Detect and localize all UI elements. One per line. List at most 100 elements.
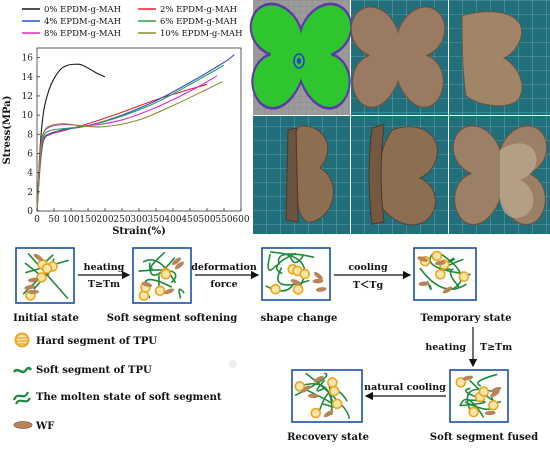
arrow-natural-cooling-label: natural cooling	[364, 382, 446, 393]
soft-segment-chain	[148, 256, 176, 276]
x-tick-label: 250	[113, 215, 130, 225]
wf-particle	[323, 410, 334, 418]
key-hard-label: Hard segment of TPU	[36, 336, 157, 347]
soft-segment-chain	[459, 399, 486, 407]
key-hard-segment: Hard segment of TPU	[14, 332, 157, 348]
legend-label-2: 4% EPDM-g-MAH	[44, 17, 121, 27]
stray-dot	[229, 360, 237, 368]
butterfly-photo-folded	[449, 0, 550, 115]
butterfly-photo-recovered	[449, 116, 550, 234]
wf-particle	[434, 260, 446, 266]
photo-panels	[249, 0, 550, 234]
wf-particle	[307, 393, 319, 399]
chart-legend: 0% EPDM-g-MAH 2% EPDM-g-MAH 4% EPDM-g-MAH 6…	[22, 5, 242, 39]
series-line-1	[36, 83, 208, 212]
x-tick-label: 100	[62, 215, 79, 225]
key-molten: The molten state of soft segment	[12, 391, 222, 405]
y-tick-label: 16	[22, 54, 34, 64]
y-tick-label: 0	[27, 207, 33, 217]
soft-segment-chain	[469, 379, 502, 404]
x-tick-label: 150	[79, 215, 96, 225]
soft-segment-chain	[277, 267, 310, 286]
series-line-4	[36, 75, 218, 212]
label-initial-state: Initial state	[13, 313, 79, 324]
arrow-deformation-bottom: force	[210, 279, 237, 290]
hard-segment-domain	[458, 271, 470, 282]
wf-particle	[171, 257, 182, 266]
hard-segment-domain	[310, 407, 322, 419]
wf-particle	[27, 277, 39, 283]
y-tick-label: 10	[22, 111, 34, 121]
wf-particle	[163, 288, 175, 295]
hard-segment-domain	[331, 398, 343, 410]
key-wf: WF	[13, 421, 54, 432]
soft-segment-chain	[265, 284, 294, 292]
hard-segment-domain	[294, 381, 306, 392]
key-soft-segment: Soft segment of TPU	[13, 365, 152, 376]
x-tick-label: 600	[232, 215, 249, 225]
wf-particle	[490, 386, 502, 393]
series-line-5	[36, 81, 223, 212]
y-tick-label: 12	[22, 92, 33, 102]
arrow-cooling-bottom: T＜Tg	[353, 280, 384, 291]
key-molten-label: The molten state of soft segment	[36, 392, 222, 403]
key-wf-label: WF	[35, 421, 54, 432]
soft-segment-icon	[13, 366, 33, 374]
wf-particle	[141, 281, 153, 287]
y-tick-label: 4	[27, 169, 33, 179]
hard-segment-domain	[299, 268, 311, 280]
soft-segment-chain	[419, 267, 467, 290]
x-axis-ticks: 0 50 100 150 200 250 300 350 400 450 500 550 600	[34, 208, 250, 225]
wf-icon	[13, 421, 33, 429]
x-tick-label: 450	[181, 215, 198, 225]
y-tick-label: 6	[27, 149, 33, 159]
wf-particle	[312, 278, 324, 284]
wf-particle	[315, 287, 327, 292]
x-tick-label: 400	[164, 215, 181, 225]
y-axis-ticks: 0 2 4 6 8 10 12 14 16	[22, 54, 40, 217]
x-tick-label: 200	[96, 215, 113, 225]
x-tick-label: 550	[215, 215, 232, 225]
stress-strain-chart: 0% EPDM-g-MAH 2% EPDM-g-MAH 4% EPDM-g-MAH 6…	[2, 5, 250, 237]
legend-label-1: 2% EPDM-g-MAH	[160, 5, 237, 15]
arrow-heating-1-top: heating	[84, 262, 125, 273]
x-tick-label: 500	[198, 215, 215, 225]
soft-segment-chain	[477, 373, 498, 387]
series-line-0	[36, 63, 106, 212]
x-tick-label: 0	[34, 215, 40, 225]
label-temporary-state: Temporary state	[421, 313, 512, 324]
hard-segment-domain	[431, 250, 443, 262]
wf-particle	[442, 286, 453, 294]
x-tick-label: 300	[130, 215, 147, 225]
hard-segment-domain	[154, 285, 166, 297]
label-soft-segment-fused: Soft segment fused	[430, 432, 538, 443]
wf-particle	[28, 289, 39, 295]
wf-particle	[290, 279, 302, 286]
arrow-heating-1-bottom: T≥Tm	[88, 279, 120, 290]
soft-segment-chain	[27, 252, 69, 300]
wf-particle	[462, 375, 474, 381]
soft-segment-chain	[449, 268, 460, 288]
hard-segment-domain	[468, 406, 479, 418]
legend-label-4: 8% EPDM-g-MAH	[44, 29, 121, 39]
hard-segment-domain	[270, 283, 281, 295]
arrow-deformation-top: deformation	[191, 262, 257, 273]
molten-icon	[12, 391, 31, 405]
hard-segment-domain	[36, 272, 47, 283]
x-axis-label: Strain(%)	[112, 226, 166, 237]
key-soft-label: Soft segment of TPU	[36, 365, 152, 376]
hard-segment-domain	[41, 263, 53, 274]
arrow-heating-2-right: T≥Tm	[480, 342, 512, 353]
box-contents	[22, 250, 502, 419]
wf-particle	[490, 390, 500, 398]
hard-segment-icon	[14, 332, 30, 348]
hard-segment-domain	[292, 284, 304, 295]
soft-segment-chain	[277, 253, 315, 265]
hard-segment-domain	[455, 377, 467, 388]
wf-particle	[24, 284, 36, 290]
soft-segment-chain	[178, 288, 185, 299]
wf-particle	[484, 410, 496, 416]
hard-segment-domain	[160, 268, 172, 280]
soft-segment-chain	[142, 259, 177, 284]
y-axis-label: Stress(MPa)	[2, 96, 13, 165]
